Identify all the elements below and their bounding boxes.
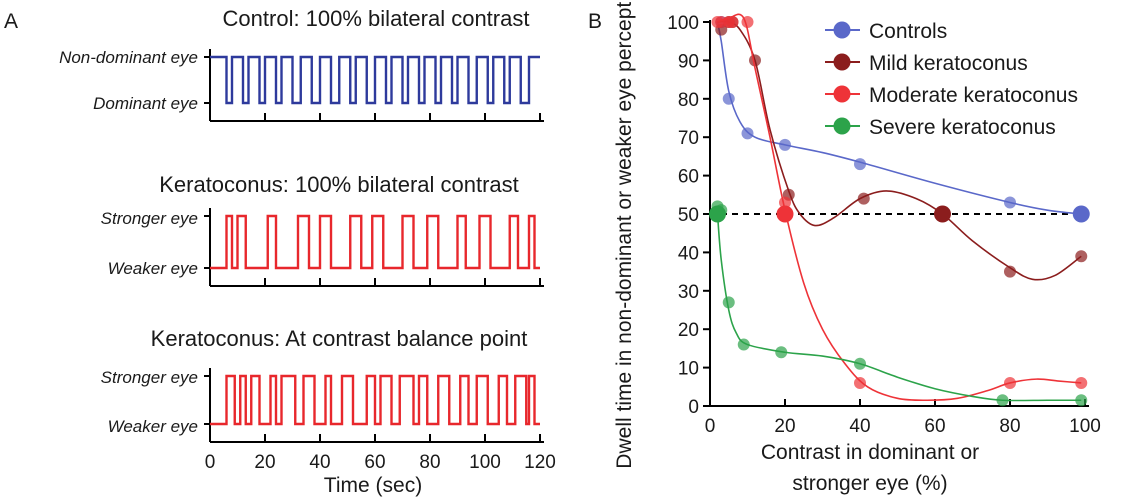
mild-keratoconus-point — [857, 192, 870, 205]
trace-title-keratoconus: Keratoconus: 100% bilateral contrast — [159, 172, 519, 197]
controls-point — [779, 138, 791, 151]
x-axis-label-line2: stronger eye (%) — [792, 472, 947, 495]
dwell-time-plot: 0 10 20 30 40 50 60 70 80 90 100 0 20 40 60 80 100 — [667, 13, 1101, 437]
trace-label-stronger: Stronger eye — [101, 209, 198, 228]
y-tick-label: 30 — [678, 282, 699, 303]
x-tick-label: 20 — [774, 416, 795, 437]
y-tick-label: 60 — [678, 167, 699, 188]
trace-label-weaker: Weaker eye — [108, 259, 198, 278]
trace-label-weaker-balance: Weaker eye — [108, 417, 198, 436]
balance-trace-plot — [204, 368, 544, 443]
time-tick-label: 80 — [419, 452, 440, 473]
time-tick-label: 40 — [309, 452, 330, 473]
controls-point — [722, 92, 735, 105]
severe-keratoconus-balance-point — [709, 205, 726, 223]
severe-keratoconus-point — [1075, 394, 1088, 407]
time-tick-label: 60 — [364, 452, 385, 473]
control-square-wave — [210, 55, 540, 105]
y-tick-label: 20 — [678, 320, 699, 341]
trace-title-control: Control: 100% bilateral contrast — [223, 6, 530, 31]
x-tick-label: 60 — [924, 416, 945, 437]
x-tick-label: 100 — [1069, 416, 1101, 437]
severe-keratoconus-point — [775, 346, 788, 359]
series-severe-keratoconus — [709, 200, 1088, 407]
moderate-keratoconus-point — [741, 16, 754, 28]
control-trace-plot — [204, 49, 544, 122]
time-tick-label: 120 — [524, 452, 556, 473]
y-tick-label: 50 — [678, 205, 699, 226]
legend-label-controls: Controls — [869, 20, 947, 43]
legend-label-moderate-keratoconus: Moderate keratoconus — [869, 84, 1078, 107]
series-moderate-keratoconus — [711, 13, 1088, 402]
moderate-keratoconus-balance-point — [776, 205, 794, 223]
time-axis: 0 20 40 60 80 100 120 — [205, 452, 556, 473]
time-axis-label: Time (sec) — [324, 474, 422, 497]
legend-marker-mild-keratoconus — [833, 53, 851, 71]
legend-label-mild-keratoconus: Mild keratoconus — [869, 52, 1028, 75]
time-tick-label: 20 — [254, 452, 275, 473]
legend-marker-moderate-keratoconus — [833, 85, 851, 103]
panel-label-a: A — [4, 10, 18, 33]
trace-label-dominant: Dominant eye — [93, 94, 198, 113]
trace-title-balance: Keratoconus: At contrast balance point — [151, 326, 528, 351]
time-tick-label: 100 — [469, 452, 501, 473]
severe-keratoconus-point — [722, 296, 735, 309]
keratoconus-square-wave — [210, 214, 540, 270]
y-tick-label: 100 — [667, 13, 699, 34]
panel-a-control-trace: Control: 100% bilateral contrast Non-dom… — [59, 6, 544, 122]
y-tick-label: 10 — [678, 359, 699, 380]
panel-b-chart: 0 10 20 30 40 50 60 70 80 90 100 0 20 40 60 80 100 Dwell… — [613, 0, 1101, 495]
balance-square-wave — [210, 374, 540, 426]
y-tick-label: 80 — [678, 90, 699, 111]
y-axis-label: Dwell time in non-dominant or weaker eye… — [613, 0, 636, 469]
mild-keratoconus-point — [1075, 250, 1088, 263]
x-tick-label: 0 — [705, 416, 716, 437]
moderate-keratoconus-point — [726, 16, 739, 28]
y-tick-label: 90 — [678, 51, 699, 72]
moderate-keratoconus-point — [1004, 376, 1016, 389]
moderate-keratoconus-point — [779, 196, 791, 209]
controls-point — [741, 127, 754, 140]
controls-point — [1004, 196, 1016, 209]
y-tick-label: 0 — [688, 397, 699, 418]
time-tick-label: 0 — [205, 452, 216, 473]
y-tick-label: 40 — [678, 243, 699, 264]
controls-balance-point — [1072, 205, 1090, 223]
moderate-keratoconus-point — [854, 376, 866, 389]
y-tick-label: 70 — [678, 128, 699, 149]
severe-keratoconus-point — [854, 357, 866, 370]
mild-keratoconus-point — [749, 54, 761, 67]
trace-label-non-dominant: Non-dominant eye — [59, 48, 198, 67]
x-axis-label-line1: Contrast in dominant or — [761, 441, 979, 464]
severe-keratoconus-point — [996, 394, 1009, 407]
panel-label-b: B — [588, 10, 602, 33]
mild-keratoconus-balance-point — [934, 205, 951, 223]
panel-a-keratoconus-trace: Keratoconus: 100% bilateral contrast Str… — [101, 172, 544, 287]
moderate-keratoconus-point — [1075, 376, 1088, 389]
x-tick-label: 40 — [849, 416, 870, 437]
series-controls — [715, 16, 1090, 223]
trace-label-stronger-balance: Stronger eye — [101, 368, 198, 387]
legend-marker-controls — [833, 21, 851, 39]
panel-a-balance-trace: Keratoconus: At contrast balance point S… — [101, 326, 556, 497]
severe-keratoconus-point — [737, 338, 750, 351]
controls-point — [854, 158, 866, 171]
x-tick-label: 80 — [999, 416, 1020, 437]
severe-keratoconus-fit-curve — [716, 213, 1082, 402]
legend: Controls Mild keratoconus Moderate keratoc… — [825, 20, 1078, 139]
mild-keratoconus-point — [1004, 265, 1016, 278]
legend-label-severe-keratoconus: Severe keratoconus — [869, 116, 1056, 139]
keratoconus-trace-plot — [204, 208, 544, 287]
legend-marker-severe-keratoconus — [833, 117, 851, 135]
